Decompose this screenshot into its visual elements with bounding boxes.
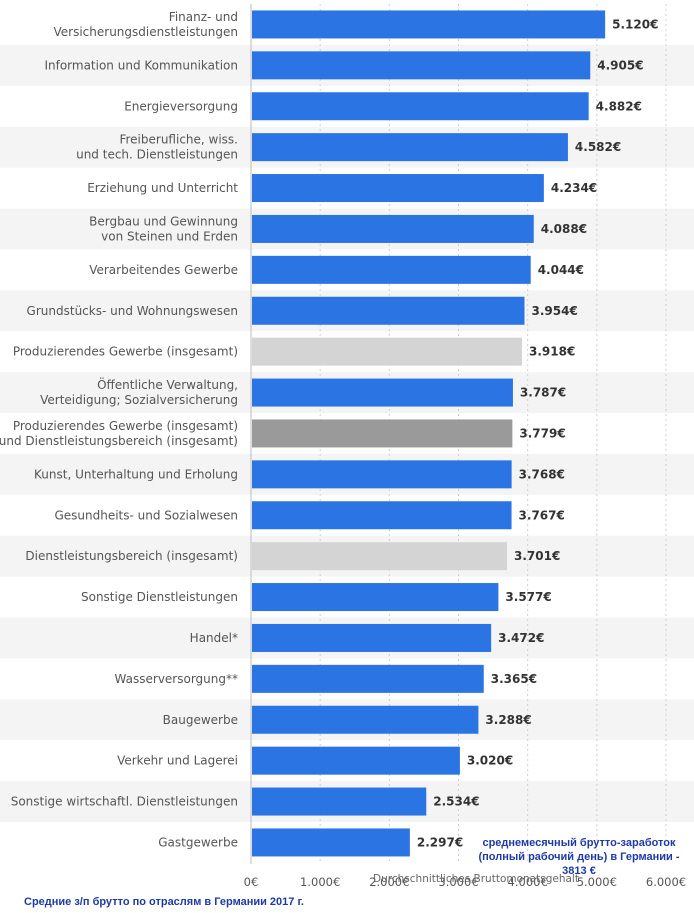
value-label: 3.020€ — [467, 754, 513, 768]
x-tick-label: 0€ — [244, 875, 259, 889]
value-label: 4.582€ — [575, 140, 621, 154]
value-label: 4.882€ — [596, 99, 642, 113]
bar — [252, 51, 591, 80]
x-axis-title: Durchschnittliches Bruttomonatsgehalt — [373, 873, 579, 885]
bar — [252, 583, 499, 612]
value-labels: 5.120€ 4.905€ 4.882€ 4.582€ 4.234€ 4.088€ 4.04… — [417, 17, 659, 849]
value-label: 3.779€ — [519, 426, 565, 440]
chart-caption: Средние з/п брутто по отраслям в Германи… — [24, 896, 304, 908]
value-label: 3.288€ — [485, 713, 531, 727]
bar — [252, 214, 534, 243]
bar — [252, 623, 492, 652]
bar — [252, 501, 512, 530]
category-label: Freiberufliche, wiss. — [119, 133, 238, 147]
category-label: Verkehr und Lagerei — [117, 754, 238, 768]
bar — [252, 174, 544, 203]
note-line-2: (полный рабочий день) в Германии - — [478, 851, 680, 863]
bar — [252, 92, 589, 121]
bar — [252, 378, 513, 407]
bar — [252, 337, 522, 366]
bar — [252, 664, 484, 693]
value-label: 3.365€ — [491, 672, 537, 686]
category-label: Produzierendes Gewerbe (insgesamt) — [13, 345, 238, 359]
category-label: Öffentliche Verwaltung, — [97, 376, 238, 392]
bar — [252, 828, 410, 857]
bar — [252, 296, 525, 325]
bars — [252, 10, 606, 857]
bar — [252, 787, 427, 816]
value-label: 3.472€ — [498, 631, 544, 645]
value-label: 3.787€ — [520, 386, 566, 400]
value-label: 4.234€ — [551, 181, 597, 195]
x-tick-label: 5.000€ — [577, 875, 617, 889]
category-label: Versicherungsdienstleistungen — [54, 25, 239, 39]
x-tick-label: 2.000€ — [369, 875, 409, 889]
category-label: Gastgewerbe — [158, 835, 238, 849]
category-label: Energieversorgung — [124, 99, 238, 113]
category-label: Sonstige wirtschaftl. Dienstleistungen — [11, 795, 238, 809]
category-label: und Dienstleistungsbereich (insgesamt) — [0, 434, 238, 448]
value-label: 4.905€ — [597, 58, 643, 72]
value-label: 2.534€ — [433, 795, 479, 809]
category-label: Verarbeitendes Gewerbe — [89, 263, 238, 277]
category-label: Handel* — [190, 631, 238, 645]
bar — [252, 419, 513, 448]
value-label: 3.577€ — [505, 590, 551, 604]
value-label: 4.088€ — [541, 222, 587, 236]
category-label: Sonstige Dienstleistungen — [81, 590, 238, 604]
note-line-3: 3813 € — [562, 865, 596, 877]
x-tick-label: 3.000€ — [438, 875, 478, 889]
x-tick-label: 1.000€ — [300, 875, 340, 889]
category-label: von Steinen und Erden — [101, 229, 238, 243]
category-label: Finanz- und — [169, 10, 238, 24]
value-label: 3.954€ — [531, 304, 577, 318]
value-label: 4.044€ — [538, 263, 584, 277]
category-label: und tech. Dienstleistungen — [76, 148, 238, 162]
value-label: 5.120€ — [612, 17, 658, 31]
category-label: Dienstleistungsbereich (insgesamt) — [25, 549, 238, 563]
x-axis-ticks: 0€ 1.000€ 2.000€ 3.000€ 4.000€ 5.000€ 6.000€ — [244, 875, 686, 889]
value-label: 2.297€ — [417, 835, 463, 849]
bar — [252, 746, 460, 775]
note-line-1: среднемесячный брутто-заработок — [482, 837, 676, 849]
value-label: 3.701€ — [514, 549, 560, 563]
category-label: Grundstücks- und Wohnungswesen — [27, 304, 238, 318]
category-label: Baugewerbe — [163, 713, 238, 727]
bar — [252, 133, 568, 162]
category-label: Bergbau und Gewinnung — [89, 214, 238, 228]
category-label: Information und Kommunikation — [44, 58, 238, 72]
category-label: Produzierendes Gewerbe (insgesamt) — [13, 419, 238, 433]
bar — [252, 460, 512, 489]
category-label: Erziehung und Unterricht — [87, 181, 238, 195]
average-salary-note: среднемесячный брутто-заработок (полный … — [468, 836, 690, 878]
value-label: 3.768€ — [519, 467, 565, 481]
x-tick-label: 6.000€ — [646, 875, 686, 889]
category-label: Verteidigung; Sozialversicherung — [40, 393, 238, 407]
category-label: Kunst, Unterhaltung und Erholung — [34, 467, 238, 481]
category-label: Gesundheits- und Sozialwesen — [54, 508, 238, 522]
bar — [252, 255, 531, 284]
value-label: 3.918€ — [529, 345, 575, 359]
x-tick-label: 4.000€ — [508, 875, 548, 889]
bar — [252, 10, 606, 39]
value-label: 3.767€ — [519, 508, 565, 522]
category-labels: Finanz- undVersicherungsdienstleistungen… — [0, 10, 238, 850]
bar — [252, 705, 479, 734]
category-label: Wasserversorgung** — [115, 672, 238, 686]
bar — [252, 542, 507, 571]
